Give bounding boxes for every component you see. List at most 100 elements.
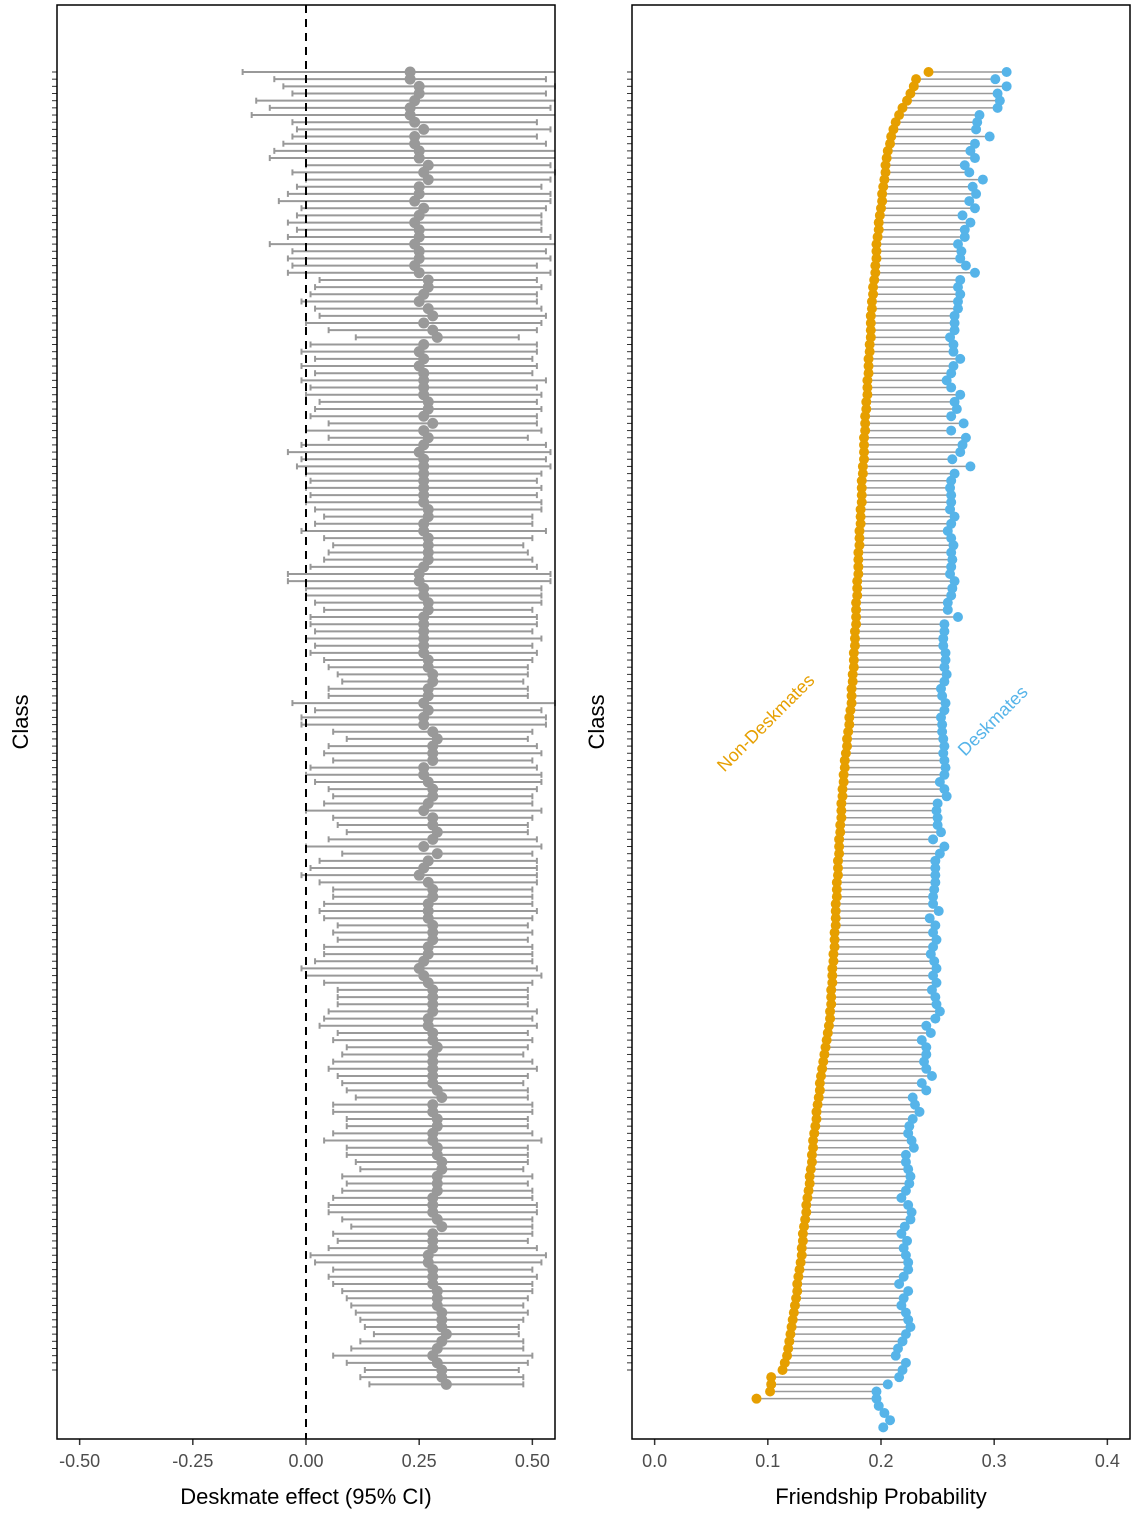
non-deskmates-point: [834, 834, 845, 845]
non-deskmates-point: [855, 511, 866, 522]
effect-point: [427, 754, 439, 766]
deskmates-point: [965, 461, 976, 472]
non-deskmates-point: [831, 884, 842, 895]
deskmates-point: [930, 863, 941, 874]
deskmates-point: [934, 1006, 945, 1017]
deskmates-point: [949, 325, 960, 336]
effect-point: [413, 152, 425, 164]
deskmates-point: [969, 153, 980, 164]
deskmates-point: [930, 1013, 941, 1024]
non-deskmates-point: [854, 525, 865, 536]
x-tick-label: 0.3: [982, 1451, 1007, 1471]
x-tick-label: 0.00: [288, 1451, 323, 1471]
deskmates-point: [969, 138, 980, 149]
non-deskmates-point: [856, 490, 867, 501]
effect-point: [418, 719, 430, 731]
deskmates-point: [952, 296, 963, 307]
non-deskmates-point: [835, 819, 846, 830]
deskmates-point: [955, 447, 966, 458]
effect-point: [418, 317, 430, 329]
ci-bars-group: [241, 69, 556, 1388]
effect-point: [418, 123, 430, 135]
deskmates-point: [946, 425, 957, 436]
deskmates-point: [926, 1070, 937, 1081]
non-deskmates-point: [877, 188, 888, 199]
non-deskmates-point: [830, 913, 841, 924]
non-deskmates-point: [826, 992, 837, 1003]
deskmates-point: [905, 1214, 916, 1225]
x-tick-label: 0.50: [515, 1451, 550, 1471]
non-deskmates-point: [859, 432, 870, 443]
non-deskmates-point: [851, 604, 862, 615]
deskmates-point: [969, 267, 980, 278]
x-tick-label: 0.1: [755, 1451, 780, 1471]
non-deskmates-point: [846, 683, 857, 694]
deskmates-point: [934, 776, 945, 787]
deskmates-point: [940, 647, 951, 658]
deskmates-point: [879, 1408, 890, 1419]
effect-point: [418, 840, 430, 852]
deskmates-point: [939, 619, 950, 630]
non-deskmates-point: [825, 1006, 836, 1017]
x-tick-label: 0.25: [402, 1451, 437, 1471]
non-deskmates-point: [853, 547, 864, 558]
non-deskmates-point: [765, 1386, 776, 1397]
effect-point: [422, 174, 434, 186]
non-deskmates-point: [834, 841, 845, 852]
non-deskmates-point: [777, 1365, 788, 1375]
non-deskmates-point: [860, 411, 871, 422]
deskmates-point: [885, 1415, 896, 1426]
x-axis-title: Deskmate effect (95% CI): [180, 1484, 431, 1509]
non-deskmates-point: [860, 418, 871, 429]
non-deskmates-point: [873, 217, 884, 228]
deskmates-point: [959, 160, 970, 171]
non-deskmates-point: [902, 95, 913, 106]
deskmates-point: [990, 74, 1001, 85]
effect-point: [413, 869, 425, 881]
deskmates-point: [992, 102, 1003, 113]
effect-point: [409, 195, 421, 207]
effect-point: [436, 1091, 448, 1103]
deskmates-point: [921, 1063, 932, 1074]
deskmates-points-group: [871, 67, 1012, 1433]
non-deskmates-point: [808, 1135, 819, 1146]
non-deskmates-point: [865, 325, 876, 336]
dumbbell-segments-group: [756, 71, 1007, 1400]
deskmates-point: [921, 1020, 932, 1031]
non-deskmates-point: [854, 533, 865, 544]
deskmates-point: [965, 145, 976, 156]
non-deskmates-points-group: [751, 67, 934, 1404]
deskmates-point: [928, 834, 939, 845]
non-deskmates-point: [797, 1228, 808, 1239]
non-deskmates-point: [796, 1243, 807, 1254]
deskmates-point: [941, 791, 952, 802]
non-deskmates-point: [849, 626, 860, 637]
deskmates-point: [955, 353, 966, 364]
deskmates-point: [914, 1106, 925, 1117]
deskmates-point: [942, 604, 953, 615]
non-deskmates-point: [836, 798, 847, 809]
deskmates-point: [930, 855, 941, 866]
deskmates-point: [871, 1386, 882, 1397]
deskmates-point: [928, 891, 939, 902]
deskmates-point: [882, 1379, 893, 1390]
non-deskmates-point: [863, 353, 874, 364]
deskmates-point: [921, 1085, 932, 1096]
effect-point: [431, 848, 443, 860]
non-deskmates-point: [844, 712, 855, 723]
x-tick-label: 0.0: [642, 1451, 667, 1471]
x-tick-label: 0.2: [868, 1451, 893, 1471]
non-deskmates-point: [846, 690, 857, 701]
deskmates-point: [937, 719, 948, 730]
non-deskmates-point: [751, 1393, 762, 1404]
non-deskmates-point: [859, 447, 870, 458]
non-deskmates-point: [856, 475, 867, 486]
deskmates-point: [971, 124, 982, 135]
x-tick-label: -0.50: [59, 1451, 100, 1471]
effect-point: [418, 410, 430, 422]
deskmates-point: [955, 253, 966, 264]
effect-point: [431, 331, 443, 343]
non-deskmates-point: [804, 1171, 815, 1182]
deskmates-point: [935, 827, 946, 838]
deskmates-point: [894, 1278, 905, 1289]
